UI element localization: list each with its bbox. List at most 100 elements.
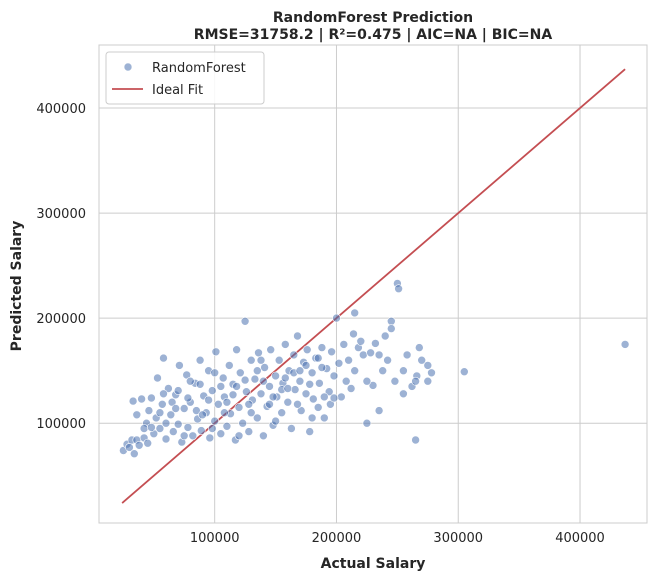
scatter-point <box>394 284 403 294</box>
scatter-point <box>305 379 315 389</box>
scatter-point <box>220 408 229 418</box>
scatter-point <box>210 416 219 426</box>
scatter-point <box>313 403 323 412</box>
scatter-point <box>266 345 276 355</box>
scatter-point <box>153 373 162 383</box>
scatter-point <box>358 350 368 360</box>
scatter-point <box>315 378 324 388</box>
scatter-point <box>317 363 327 372</box>
ideal-fit-line <box>121 68 626 504</box>
scatter-point <box>225 361 234 370</box>
scatter-point <box>216 382 226 391</box>
scatter-point <box>339 340 349 349</box>
scatter-point <box>319 392 329 402</box>
scatter-point <box>307 368 317 378</box>
scatter-point <box>423 361 433 370</box>
scatter-point <box>329 393 339 403</box>
scatter-point <box>356 336 366 346</box>
scatter-point <box>171 404 180 413</box>
scatter-point <box>236 368 245 378</box>
scatter-point <box>232 345 241 355</box>
scatter-point <box>383 355 392 365</box>
scatter-point <box>301 361 311 370</box>
scatter-point <box>161 418 171 428</box>
plot-frame <box>98 44 648 524</box>
scatter-point <box>228 390 238 400</box>
scatter-point <box>341 376 351 386</box>
scatter-point <box>234 431 244 441</box>
scatter-point <box>271 371 280 381</box>
scatter-point <box>380 331 390 341</box>
scatter-point <box>197 426 206 435</box>
scatter-point <box>256 355 266 365</box>
scatter-point <box>169 427 178 436</box>
scatter-point <box>161 434 171 444</box>
scatter-point <box>390 376 400 386</box>
x-tick-label: 200000 <box>312 531 362 546</box>
scatter-point <box>265 399 274 409</box>
scatter-point <box>399 366 408 376</box>
legend-marker-randomforest <box>123 62 133 72</box>
scatter-point <box>158 399 167 409</box>
scatter-point <box>188 431 198 441</box>
scatter-point <box>183 393 193 403</box>
scatter-point <box>134 440 144 450</box>
scatter-point <box>137 394 146 404</box>
scatter-point <box>399 389 408 399</box>
scatter-point <box>368 381 378 390</box>
scatter-point <box>244 427 254 436</box>
scatter-point <box>414 343 424 352</box>
scatter-point <box>402 350 412 360</box>
scatter-point <box>293 399 302 409</box>
scatter-point <box>144 406 154 415</box>
scatter-points <box>119 279 630 459</box>
scatter-point <box>214 399 223 409</box>
y-tick-label: 400000 <box>36 102 86 117</box>
scatter-point <box>240 316 250 326</box>
scatter-point <box>295 366 305 376</box>
scatter-point <box>371 339 380 348</box>
scatter-point <box>411 435 420 445</box>
scatter-point <box>130 449 139 459</box>
scatter-point <box>378 366 388 376</box>
ideal-fit-layer <box>121 68 626 504</box>
chart-subtitle: RMSE=31758.2 | R²=0.475 | AIC=NA | BIC=N… <box>194 27 553 43</box>
scatter-point <box>305 427 315 436</box>
scatter-point <box>240 375 250 385</box>
scatter-point <box>295 376 305 386</box>
scatter-point <box>271 416 280 426</box>
scatter-point <box>147 423 156 432</box>
scatter-point <box>290 385 300 394</box>
scatter-point <box>252 366 262 376</box>
grid-lines <box>99 45 647 523</box>
scatter-point <box>350 308 360 318</box>
scatter-point <box>132 410 142 420</box>
scatter-point <box>280 373 290 383</box>
scatter-point <box>222 421 232 431</box>
scatter-point <box>423 376 433 386</box>
scatter-point <box>222 397 232 407</box>
scatter-point <box>143 438 152 448</box>
scatter-point <box>173 386 183 395</box>
scatter-point <box>195 355 205 365</box>
scatter-point <box>374 350 384 360</box>
scatter-point <box>265 382 274 391</box>
scatter-point <box>179 431 189 441</box>
scatter-point <box>183 423 193 432</box>
legend: RandomForest Ideal Fit <box>105 51 265 105</box>
scatter-point <box>195 379 205 389</box>
scatter-point <box>307 413 317 423</box>
scatter-point <box>386 316 396 326</box>
scatter-point <box>252 413 262 423</box>
scatter-point <box>362 376 372 386</box>
scatter-point <box>289 350 299 360</box>
scatter-point <box>313 353 323 363</box>
x-tick-labels: 100000 200000 300000 400000 <box>190 531 605 546</box>
scatter-point <box>374 406 384 415</box>
scatter-point <box>159 389 168 399</box>
scatter-point <box>296 406 306 415</box>
scatter-point <box>208 386 217 395</box>
scatter-point <box>319 413 329 423</box>
scatter-point <box>329 371 339 381</box>
